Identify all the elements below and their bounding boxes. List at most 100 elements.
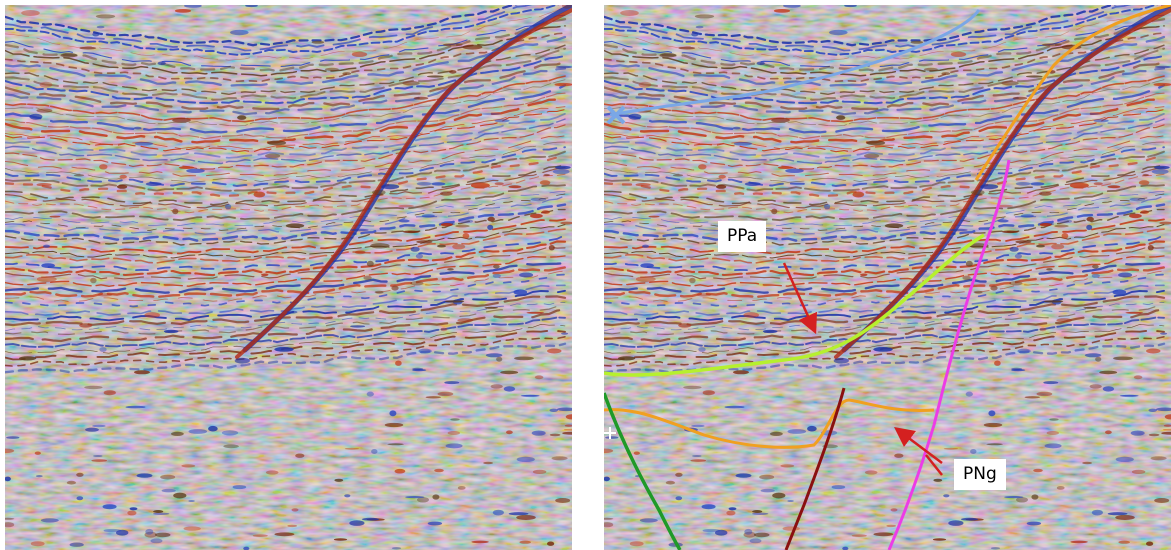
- reflector-texture: [1056, 486, 1065, 490]
- reflector-texture: [604, 218, 1165, 255]
- reflector-texture: [604, 146, 1165, 187]
- reflector-texture: [604, 154, 1166, 198]
- reflector-texture: [638, 81, 652, 88]
- reflector-texture: [440, 327, 448, 332]
- reflector-texture: [415, 253, 423, 259]
- reflector-texture: [506, 430, 513, 435]
- reflector-texture: [948, 520, 964, 526]
- reflector-texture: [1147, 245, 1154, 251]
- reflector-texture: [5, 193, 566, 231]
- reflector-texture: [604, 224, 1165, 259]
- reflector-texture: [1046, 268, 1053, 271]
- reflector-texture: [534, 375, 544, 380]
- reflector-texture: [718, 174, 726, 179]
- reflector-texture: [418, 348, 432, 354]
- reflector-texture: [447, 268, 454, 271]
- reflector-texture: [1011, 367, 1023, 371]
- reflector-texture: [208, 425, 218, 432]
- reflector-texture: [1153, 82, 1171, 87]
- reflector-texture: [604, 135, 1165, 177]
- reflector-texture: [285, 223, 305, 228]
- reflector-texture: [145, 528, 154, 535]
- reflector-texture: [629, 541, 644, 547]
- horizon-orange-lower: [604, 398, 935, 449]
- reflector-texture: [252, 534, 268, 537]
- reflector-texture: [350, 325, 366, 328]
- reflector-texture: [34, 451, 41, 455]
- reflector-texture: [1086, 224, 1093, 230]
- reflector-texture: [1091, 273, 1100, 278]
- reflector-texture: [5, 295, 567, 327]
- reflector-texture: [990, 285, 998, 291]
- reflector-texture: [604, 92, 1165, 140]
- reflector-texture: [1138, 180, 1150, 186]
- reflector-texture: [5, 240, 567, 277]
- reflector-texture: [1039, 327, 1047, 332]
- reflector-texture: [520, 394, 540, 397]
- reflector-texture: [549, 433, 561, 437]
- reflector-texture: [79, 323, 93, 328]
- reflector-texture: [5, 112, 566, 159]
- reflector-texture: [84, 385, 103, 390]
- reflector-texture: [457, 318, 474, 323]
- reflector-texture: [997, 204, 1013, 208]
- reflector-texture: [694, 14, 715, 19]
- reflector-texture: [1154, 165, 1170, 170]
- reflector-texture: [116, 184, 128, 189]
- reflector-texture: [232, 485, 247, 490]
- reflector-texture: [604, 255, 1165, 288]
- reflector-texture: [5, 270, 566, 303]
- reflector-texture: [659, 52, 677, 58]
- reflector-texture: [1115, 456, 1134, 462]
- reflector-texture: [129, 507, 138, 511]
- reflector-texture: [665, 480, 675, 485]
- reflector-texture: [99, 164, 108, 170]
- reflector-texture: [864, 153, 880, 159]
- reflector-texture: [672, 174, 684, 177]
- reflector-texture: [1130, 430, 1145, 436]
- reflector-texture: [690, 459, 706, 462]
- reflector-texture: [620, 10, 639, 16]
- reflector-texture: [494, 119, 510, 123]
- reflector-texture: [1090, 162, 1097, 165]
- reflector-texture: [36, 183, 52, 187]
- reflector-texture: [844, 5, 857, 8]
- reflector-texture: [452, 244, 466, 250]
- reflector-texture: [500, 370, 519, 375]
- reflector-texture: [5, 224, 566, 259]
- reflector-texture: [526, 311, 545, 314]
- reflector-texture: [762, 329, 778, 334]
- reflector-texture: [1015, 240, 1032, 244]
- reflector-texture: [833, 357, 849, 364]
- reflector-texture: [144, 312, 160, 318]
- reflector-texture: [530, 197, 547, 202]
- reflector-texture: [564, 424, 572, 427]
- reflector-texture: [445, 300, 465, 303]
- reflector-texture: [274, 532, 295, 537]
- reflector-texture: [678, 46, 696, 50]
- reflector-texture: [5, 164, 566, 206]
- reflector-texture: [604, 266, 1166, 299]
- reflector-texture: [635, 276, 656, 282]
- reflector-texture: [1102, 386, 1115, 392]
- reflector-texture: [604, 112, 1165, 159]
- reflector-texture: [988, 410, 996, 417]
- reflector-texture: [234, 357, 250, 364]
- reflector-texture: [395, 360, 402, 366]
- reflector-texture: [724, 405, 745, 409]
- reflector-texture: [1046, 431, 1059, 435]
- reflector-texture: [851, 534, 867, 537]
- reflector-texture: [735, 473, 752, 478]
- reflector-texture: [642, 244, 649, 248]
- reflector-texture: [965, 391, 973, 397]
- reflector-texture: [361, 517, 380, 521]
- reflector-texture: [807, 425, 817, 432]
- reflector-texture: [744, 528, 753, 535]
- reflector-texture: [780, 464, 795, 468]
- reflector-texture: [286, 310, 298, 314]
- ppa-arrow: [782, 262, 817, 335]
- reflector-texture: [455, 224, 470, 228]
- reflector-texture: [886, 524, 897, 528]
- reflector-texture: [604, 141, 1165, 183]
- reflector-texture: [1009, 281, 1023, 286]
